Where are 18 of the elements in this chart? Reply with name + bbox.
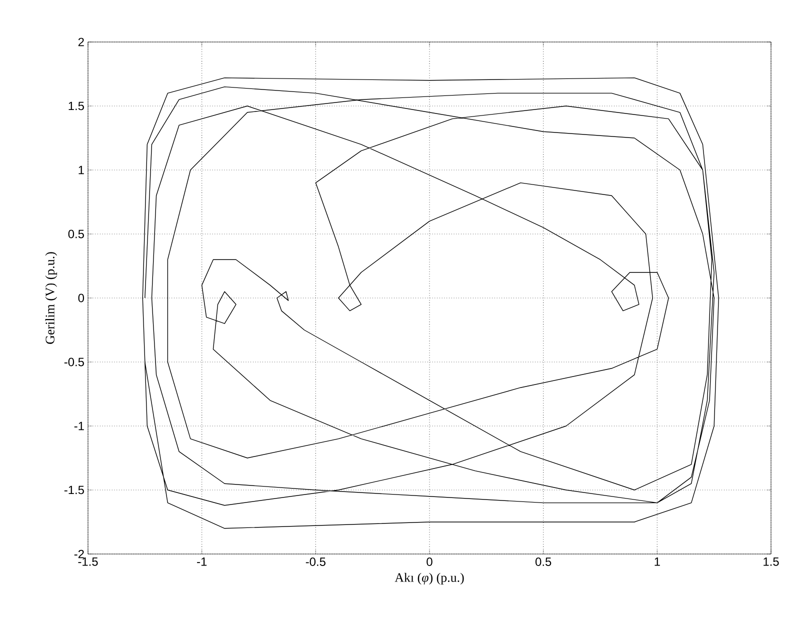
x-axis-title: Akı (φ) (p.u.) <box>394 572 464 585</box>
y-tick-label: -1.5 <box>64 486 84 494</box>
y-tick-label: -0.5 <box>64 358 84 366</box>
y-tick-label: -2 <box>74 550 84 558</box>
x-tick-label: 1.5 <box>764 558 779 566</box>
y-tick-label: 0.5 <box>68 230 84 238</box>
y-axis-title: Gerilim (V) (p.u.) <box>45 252 58 344</box>
y-tick-label: 1 <box>78 166 84 174</box>
x-tick-label: -1 <box>197 558 207 566</box>
x-tick-label: 0.5 <box>536 558 552 566</box>
x-tick-label: -0.5 <box>306 558 326 566</box>
y-tick-label: 2 <box>78 38 84 46</box>
y-tick-label: 0 <box>78 294 84 302</box>
x-tick-label: 0 <box>426 558 432 566</box>
y-tick-label: -1 <box>74 422 84 430</box>
y-tick-label: 1.5 <box>68 102 84 110</box>
line-series <box>142 77 719 529</box>
x-tick-label: 1 <box>654 558 660 566</box>
